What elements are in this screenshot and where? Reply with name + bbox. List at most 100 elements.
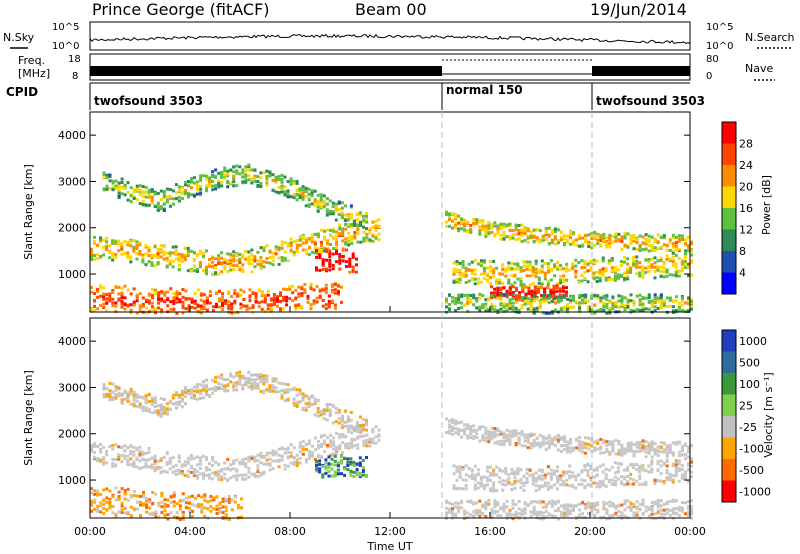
scatter-cell xyxy=(602,305,606,308)
scatter-cell xyxy=(501,479,505,483)
scatter-cell xyxy=(200,503,204,507)
scatter-cell xyxy=(484,231,488,235)
scatter-cell xyxy=(214,174,218,178)
scatter-cell xyxy=(553,242,557,246)
scatter-cell xyxy=(492,468,496,472)
scatter-cell xyxy=(558,293,562,297)
scatter-cell xyxy=(102,462,106,466)
scatter-cell xyxy=(111,504,115,508)
scatter-cell xyxy=(265,183,269,187)
scatter-cell xyxy=(99,502,103,506)
scatter-cell xyxy=(260,307,264,311)
scatter-cell xyxy=(374,226,378,229)
scatter-cell xyxy=(525,481,529,484)
scatter-cell xyxy=(502,305,506,309)
scatter-cell xyxy=(159,406,163,410)
scatter-cell xyxy=(520,223,524,227)
scatter-cell xyxy=(538,302,542,306)
scatter-cell xyxy=(269,303,273,307)
scatter-cell xyxy=(340,216,344,220)
scatter-cell xyxy=(286,189,290,193)
scatter-cell xyxy=(268,261,272,265)
scatter-cell xyxy=(671,242,675,246)
scatter-cell xyxy=(184,391,187,395)
scatter-cell xyxy=(184,180,187,184)
scatter-cell xyxy=(332,237,336,241)
scatter-cell xyxy=(507,261,511,265)
scatter-cell xyxy=(332,229,336,233)
scatter-cell xyxy=(244,168,248,172)
scatter-cell xyxy=(617,305,621,309)
scatter-cell xyxy=(589,266,593,270)
scatter-cell xyxy=(510,261,514,265)
scatter-cell xyxy=(587,240,591,244)
scatter-cell xyxy=(359,427,362,431)
scatter-cell xyxy=(496,294,500,298)
scatter-cell xyxy=(120,401,124,405)
scatter-cell xyxy=(111,495,115,499)
scatter-cell xyxy=(604,269,608,273)
scatter-cell xyxy=(205,389,209,393)
scatter-cell xyxy=(198,263,202,267)
scatter-cell xyxy=(129,392,133,396)
scatter-cell xyxy=(108,292,112,296)
scatter-cell xyxy=(516,267,520,271)
scatter-cell xyxy=(514,433,518,437)
scatter-cell xyxy=(301,248,305,252)
scatter-cell xyxy=(327,462,331,466)
scatter-cell xyxy=(650,248,654,252)
scatter-cell xyxy=(120,501,124,505)
scatter-cell xyxy=(154,515,158,519)
scatter-cell xyxy=(141,253,145,257)
scatter-cell xyxy=(232,254,236,258)
scatter-cell xyxy=(578,444,582,448)
scatter-cell xyxy=(476,262,480,266)
scatter-cell xyxy=(202,254,205,258)
scatter-cell xyxy=(265,451,269,455)
scatter-cell xyxy=(349,204,353,208)
scatter-cell xyxy=(469,427,473,431)
scatter-cell xyxy=(464,274,468,277)
scatter-cell xyxy=(141,203,145,206)
scatter-cell xyxy=(183,255,187,259)
scatter-cell xyxy=(96,509,100,513)
scatter-cell xyxy=(327,469,331,473)
scatter-cell xyxy=(159,408,163,412)
scatter-cell xyxy=(659,269,663,273)
scatter-cell xyxy=(198,466,202,470)
scatter-cell xyxy=(117,297,121,301)
scatter-cell xyxy=(247,467,251,471)
scatter-cell xyxy=(178,499,182,503)
scatter-cell xyxy=(257,301,261,305)
scatter-cell xyxy=(171,259,175,263)
scatter-cell xyxy=(223,461,227,465)
scatter-cell xyxy=(159,244,163,248)
scatter-cell xyxy=(163,509,167,513)
scatter-cell xyxy=(196,390,199,394)
scatter-cell xyxy=(123,193,127,197)
scatter-cell xyxy=(680,296,684,300)
scatter-cell xyxy=(632,234,636,238)
scatter-cell xyxy=(123,302,127,306)
scatter-cell xyxy=(90,290,93,294)
scatter-cell xyxy=(555,289,559,293)
scatter-cell xyxy=(478,425,482,429)
scatter-cell xyxy=(117,249,121,253)
scatter-cell xyxy=(139,500,142,504)
scatter-cell xyxy=(135,448,139,451)
scatter-cell xyxy=(232,375,236,379)
scatter-cell xyxy=(368,238,372,242)
scatter-cell xyxy=(159,413,163,417)
scatter-cell xyxy=(114,514,118,518)
scatter-cell xyxy=(569,229,572,233)
scatter-cell xyxy=(132,300,136,304)
scatter-cell xyxy=(99,458,103,462)
scatter-cell xyxy=(457,307,461,310)
scatter-cell xyxy=(220,184,224,188)
scatter-cell xyxy=(556,477,559,481)
scatter-cell xyxy=(604,278,608,282)
scatter-cell xyxy=(574,486,578,490)
scatter-cell xyxy=(690,259,693,263)
scatter-cell xyxy=(484,436,488,440)
scatter-cell xyxy=(253,373,257,377)
